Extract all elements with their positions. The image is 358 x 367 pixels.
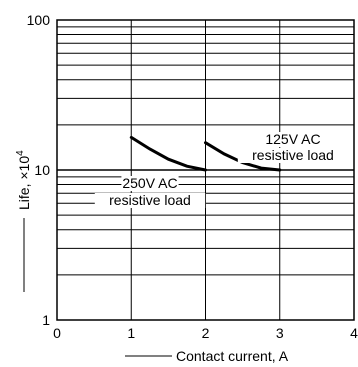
x-tick-label: 2 (202, 325, 210, 341)
y-axis-label: Life, ×104 (15, 150, 32, 210)
x-tick-label: 3 (276, 325, 284, 341)
annotation-line: resistive load (252, 147, 334, 163)
annotation-line: 125V AC (265, 131, 320, 147)
annotation-backdrop (121, 176, 179, 191)
x-tick-label: 1 (127, 325, 135, 341)
y-tick-label: 10 (34, 162, 50, 178)
annotation-line: 250V AC (122, 175, 177, 191)
annotation-backdrop (237, 148, 349, 163)
x-tick-label: 4 (350, 325, 358, 341)
plot-frame (56, 19, 355, 321)
annotation-backdrop (94, 193, 206, 208)
annotation-line: resistive load (109, 192, 191, 208)
x-tick-labels: 0 1 2 3 4 (53, 325, 358, 341)
y-axis-label-main: Life, ×10 (16, 156, 32, 210)
y-tick-label: 100 (27, 12, 51, 28)
y-axis-title: Life, ×104 (15, 150, 32, 292)
x-axis-label: Contact current, A (176, 348, 289, 364)
series-curve-1 (129, 135, 207, 172)
x-axis-title: Contact current, A (125, 348, 289, 364)
y-tick-label: 1 (42, 312, 50, 328)
annotation-backdrop (264, 132, 322, 147)
y-tick-labels: 1 10 100 (27, 12, 51, 328)
x-tick-label: 0 (53, 325, 61, 341)
y-axis-label-exponent: 4 (15, 150, 26, 156)
